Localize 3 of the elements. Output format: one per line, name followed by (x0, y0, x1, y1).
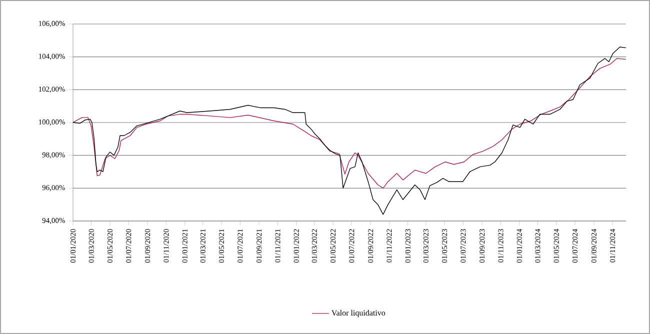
line-series (72, 58, 626, 189)
line-series (72, 46, 626, 215)
legend-label: Valor liquidativo (331, 310, 386, 318)
